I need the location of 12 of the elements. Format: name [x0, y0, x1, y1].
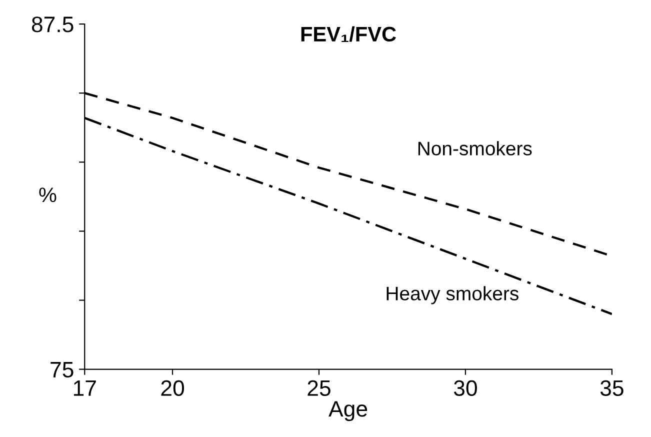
- x-tick-label: 35: [600, 380, 624, 396]
- y-tick-label: 75: [50, 362, 74, 378]
- chart-title: FEV₁/FVC: [301, 26, 396, 42]
- x-tick-label: 17: [74, 380, 96, 396]
- y-tick-label: 87.5: [32, 16, 74, 32]
- series-label: Heavy smokers: [386, 286, 518, 304]
- series-label: Non-smokers: [418, 141, 532, 156]
- y-axis-title: %: [39, 188, 56, 202]
- x-tick-label: 30: [454, 380, 477, 396]
- x-tick-label: 20: [161, 380, 184, 396]
- x-axis-title: Age: [328, 401, 368, 422]
- x-tick-label: 25: [308, 380, 330, 396]
